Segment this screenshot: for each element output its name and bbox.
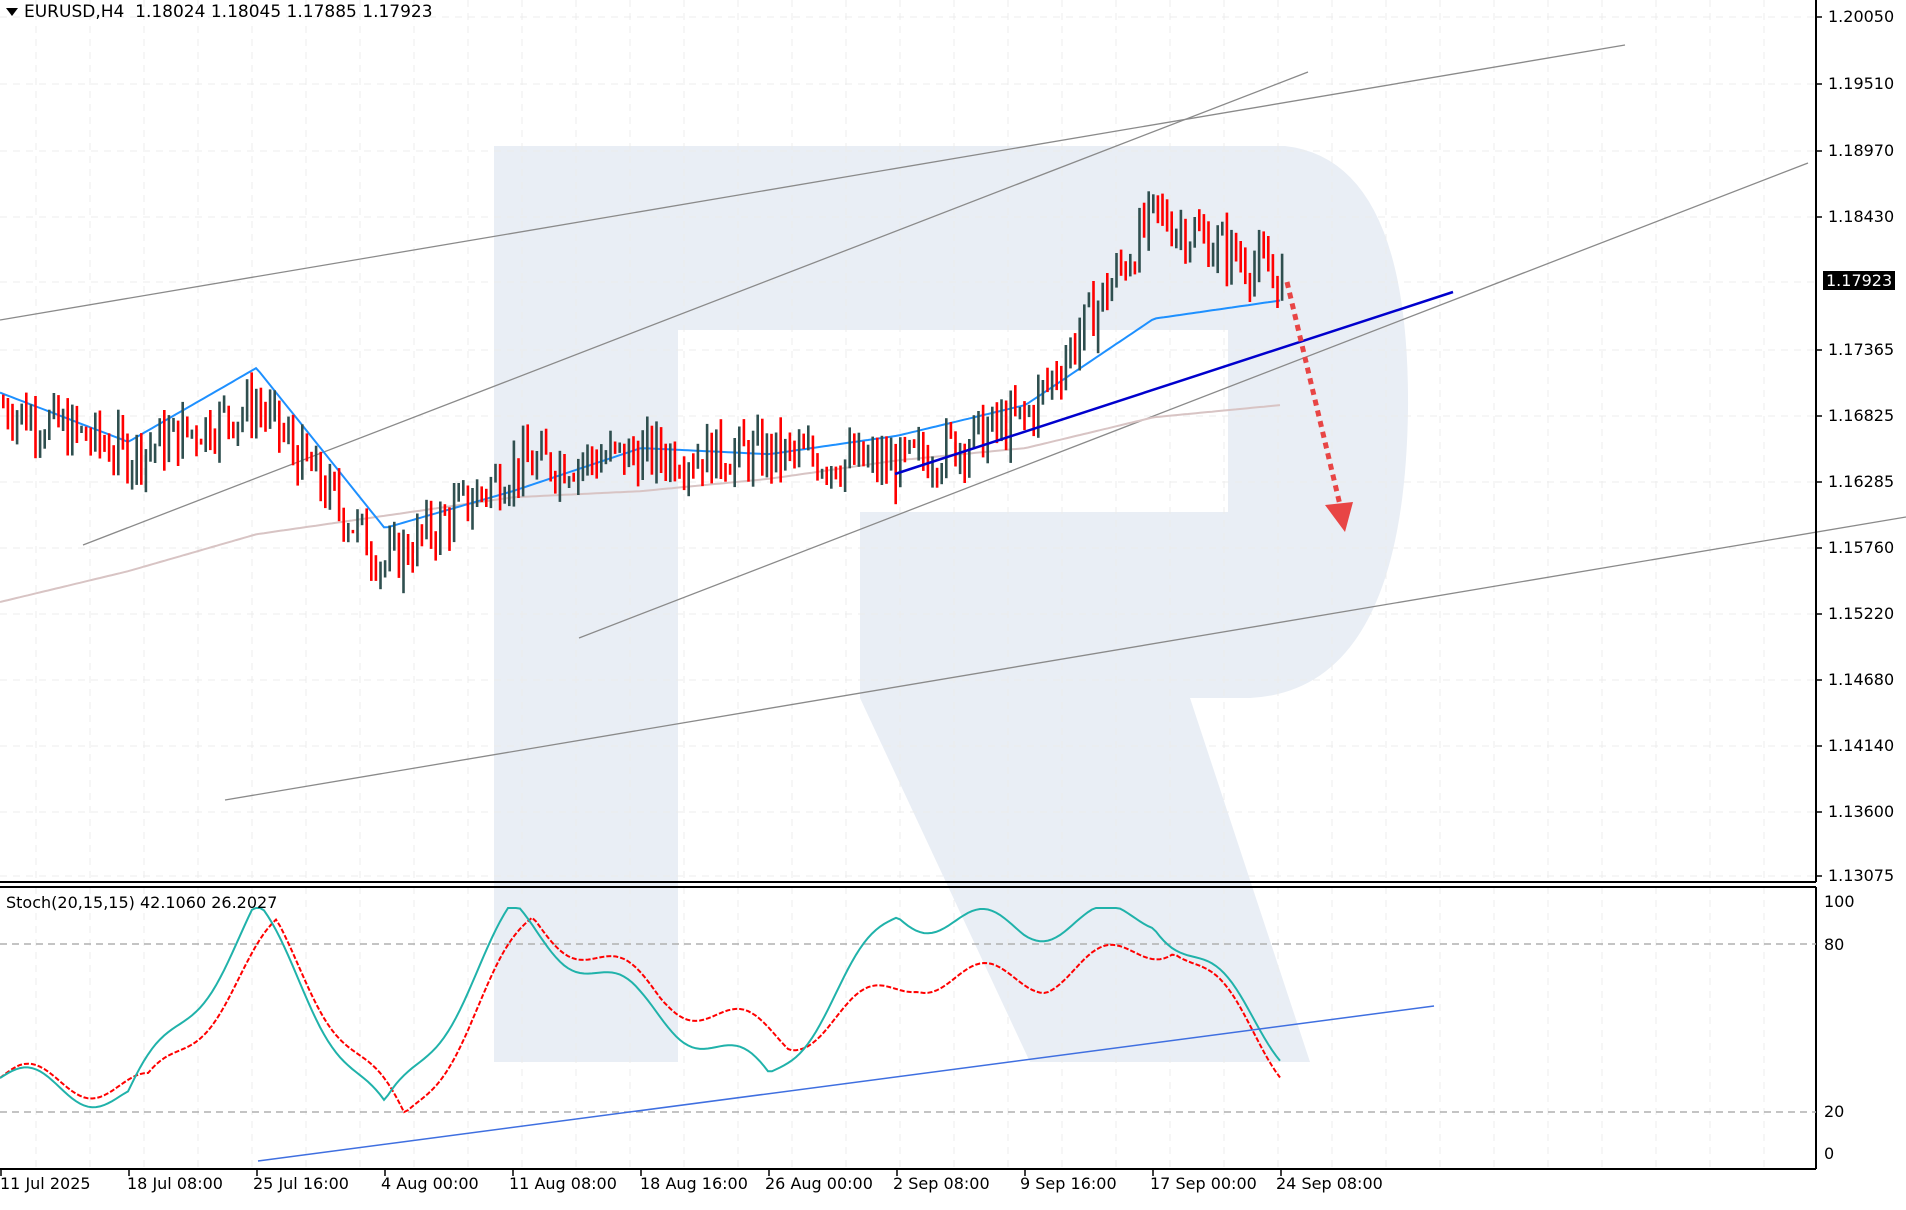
time-label: 9 Sep 16:00	[1020, 1174, 1117, 1193]
current-price-badge: 1.17923	[1823, 271, 1896, 290]
price-label: 1.19510	[1828, 74, 1895, 93]
price-label: 1.13600	[1828, 802, 1895, 821]
stoch-axis-label: 100	[1824, 892, 1855, 911]
price-bars	[2, 191, 1284, 594]
price-label: 1.16285	[1828, 472, 1895, 491]
forecast-arrow-icon	[1284, 281, 1353, 532]
price-label: 1.17365	[1828, 340, 1895, 359]
ohlc-values: 1.18024 1.18045 1.17885 1.17923	[135, 2, 433, 22]
price-label: 1.13075	[1828, 866, 1895, 885]
stoch-axis-label: 80	[1824, 935, 1845, 954]
price-label: 1.14140	[1828, 736, 1895, 755]
time-label: 4 Aug 00:00	[381, 1174, 479, 1193]
dropdown-triangle-icon[interactable]	[6, 8, 18, 16]
price-label: 1.15760	[1828, 538, 1895, 557]
grid-lines	[0, 0, 1816, 1169]
stoch-trendline	[257, 1005, 1435, 1162]
moving-average-slow	[0, 404, 1281, 603]
axis-ticks	[0, 16, 1822, 1176]
stochastic-panel	[0, 907, 1816, 1162]
price-label: 1.18430	[1828, 207, 1895, 226]
watermark-logo	[494, 146, 1409, 1062]
trend-lines[interactable]	[0, 44, 1906, 801]
time-label: 18 Jul 08:00	[127, 1174, 223, 1193]
symbol-label: EURUSD,H4	[24, 2, 125, 22]
time-label: 26 Aug 00:00	[765, 1174, 873, 1193]
time-label: 25 Jul 16:00	[253, 1174, 349, 1193]
time-label: 2 Sep 08:00	[893, 1174, 990, 1193]
chart-header: EURUSD,H4 1.18024 1.18045 1.17885 1.1792…	[6, 2, 433, 22]
price-label: 1.15220	[1828, 604, 1895, 623]
stoch-axis-label: 0	[1824, 1144, 1835, 1163]
price-label: 1.14680	[1828, 670, 1895, 689]
stochastic-label: Stoch(20,15,15) 42.1060 26.2027	[6, 893, 278, 912]
time-label: 17 Sep 00:00	[1150, 1174, 1257, 1193]
time-label: 11 Aug 08:00	[509, 1174, 617, 1193]
price-label: 1.16825	[1828, 406, 1895, 425]
time-label: 18 Aug 16:00	[640, 1174, 748, 1193]
time-label: 11 Jul 2025	[0, 1174, 91, 1193]
price-label: 1.18970	[1828, 141, 1895, 160]
support-trendline[interactable]	[894, 290, 1454, 476]
stoch-axis-label: 20	[1824, 1102, 1845, 1121]
price-label: 1.20050	[1828, 7, 1895, 26]
time-label: 24 Sep 08:00	[1276, 1174, 1383, 1193]
